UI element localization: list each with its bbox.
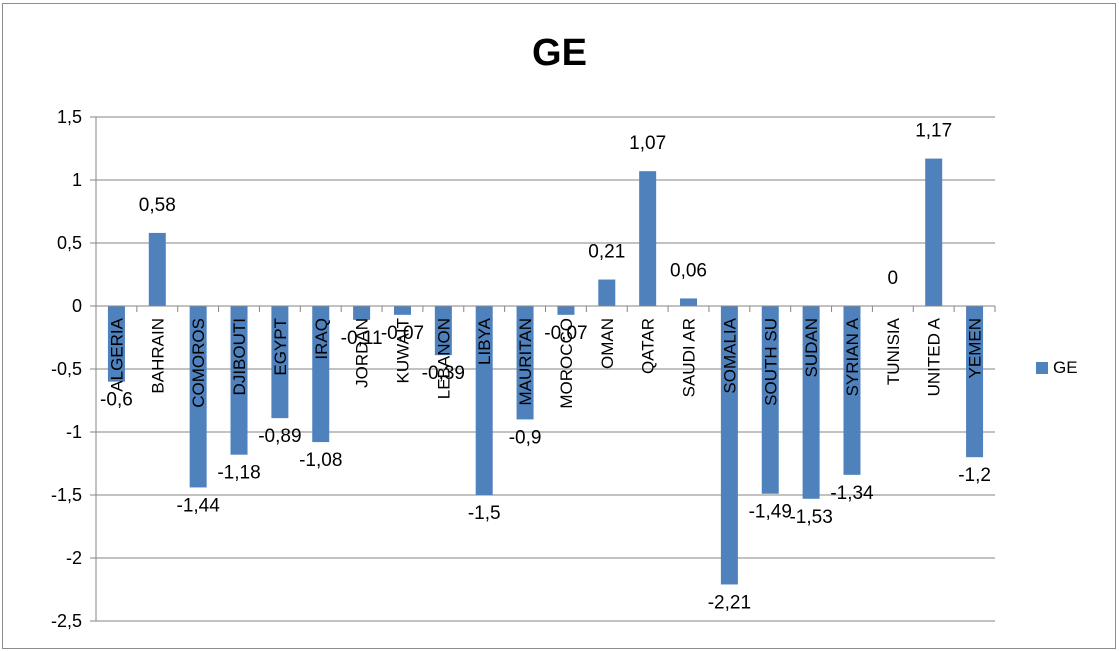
data-label: -1,5 bbox=[468, 503, 501, 524]
category-label: UNITED A bbox=[925, 317, 944, 396]
category-label: LIBYA bbox=[475, 317, 494, 365]
category-label: MAURITAN bbox=[516, 318, 535, 406]
category-label: OMAN bbox=[598, 318, 617, 369]
legend: GE bbox=[1036, 358, 1078, 378]
chart-frame bbox=[2, 3, 1116, 649]
category-label: ALGERIA bbox=[107, 317, 126, 391]
chart-title: GE bbox=[532, 32, 587, 74]
data-label: 1,17 bbox=[915, 121, 952, 142]
y-tick-label: 0 bbox=[72, 296, 82, 316]
data-label: -1,34 bbox=[830, 483, 874, 504]
data-label: -2,21 bbox=[708, 592, 751, 613]
category-label: IRAQ bbox=[312, 318, 331, 360]
bar bbox=[925, 158, 943, 306]
bar bbox=[230, 306, 248, 455]
bar bbox=[148, 232, 166, 306]
bar bbox=[639, 171, 657, 306]
y-tick-label: -2,5 bbox=[51, 611, 82, 631]
bar bbox=[353, 306, 371, 320]
y-tick-label: -1,5 bbox=[51, 485, 82, 505]
category-label: KUWAIT bbox=[393, 318, 412, 383]
bar bbox=[966, 306, 984, 458]
bar bbox=[843, 306, 861, 475]
bar bbox=[189, 306, 207, 488]
data-label: -0,9 bbox=[509, 427, 542, 448]
bar bbox=[312, 306, 330, 443]
category-label: SOMALIA bbox=[720, 317, 739, 393]
data-label: 0 bbox=[888, 268, 899, 289]
category-label: SAUDI AR bbox=[680, 318, 699, 397]
data-label: -0,07 bbox=[381, 323, 424, 344]
data-label: 0,58 bbox=[139, 195, 176, 216]
category-label: SOUTH SU bbox=[761, 318, 780, 406]
bar bbox=[557, 306, 575, 315]
bar bbox=[720, 306, 738, 585]
data-label: -0,89 bbox=[258, 426, 301, 447]
category-label: LEBANON bbox=[434, 318, 453, 399]
category-label: YEMEN bbox=[966, 318, 985, 378]
category-label: QATAR bbox=[639, 318, 658, 374]
data-label: -1,44 bbox=[177, 495, 221, 516]
category-label: TUNISIA bbox=[884, 317, 903, 385]
y-tick-label: 0,5 bbox=[57, 233, 82, 253]
data-label: -1,08 bbox=[299, 450, 342, 471]
bar bbox=[475, 306, 493, 495]
category-label: MOROCCO bbox=[557, 318, 576, 409]
data-label: 1,07 bbox=[629, 133, 666, 154]
category-label: SYRIAN A bbox=[843, 317, 862, 396]
bar bbox=[393, 306, 411, 315]
data-label: 0,21 bbox=[588, 242, 625, 263]
data-label: -1,18 bbox=[217, 463, 260, 484]
data-label: -0,39 bbox=[422, 363, 465, 384]
y-tick-label: -2 bbox=[66, 548, 82, 568]
bar bbox=[680, 298, 698, 306]
category-label: JORDAN bbox=[353, 318, 372, 388]
category-label: BAHRAIN bbox=[148, 318, 167, 394]
y-tick-label: -0,5 bbox=[51, 359, 82, 379]
y-tick-label: 1,5 bbox=[57, 107, 82, 127]
data-label: -1,49 bbox=[749, 502, 792, 523]
category-label: EGYPT bbox=[271, 318, 290, 376]
data-label: -0,07 bbox=[544, 323, 587, 344]
bar bbox=[107, 306, 125, 382]
y-tick-label: -1 bbox=[66, 422, 82, 442]
category-label: DJIBOUTI bbox=[230, 318, 249, 395]
bar bbox=[598, 279, 616, 306]
bar bbox=[271, 306, 289, 419]
category-label: COMOROS bbox=[189, 318, 208, 408]
y-tick-label: 1 bbox=[72, 170, 82, 190]
legend-label: GE bbox=[1053, 358, 1078, 377]
bar bbox=[802, 306, 820, 499]
bar bbox=[761, 306, 779, 494]
bar bbox=[516, 306, 534, 420]
data-label: -0,6 bbox=[100, 390, 133, 411]
data-label: -0,11 bbox=[341, 328, 383, 349]
bar bbox=[434, 306, 452, 356]
category-label: SUDAN bbox=[802, 318, 821, 378]
data-label: 0,06 bbox=[670, 260, 707, 281]
data-label: -1,2 bbox=[958, 465, 991, 486]
data-label: -1,53 bbox=[789, 507, 832, 528]
legend-swatch bbox=[1036, 362, 1048, 374]
